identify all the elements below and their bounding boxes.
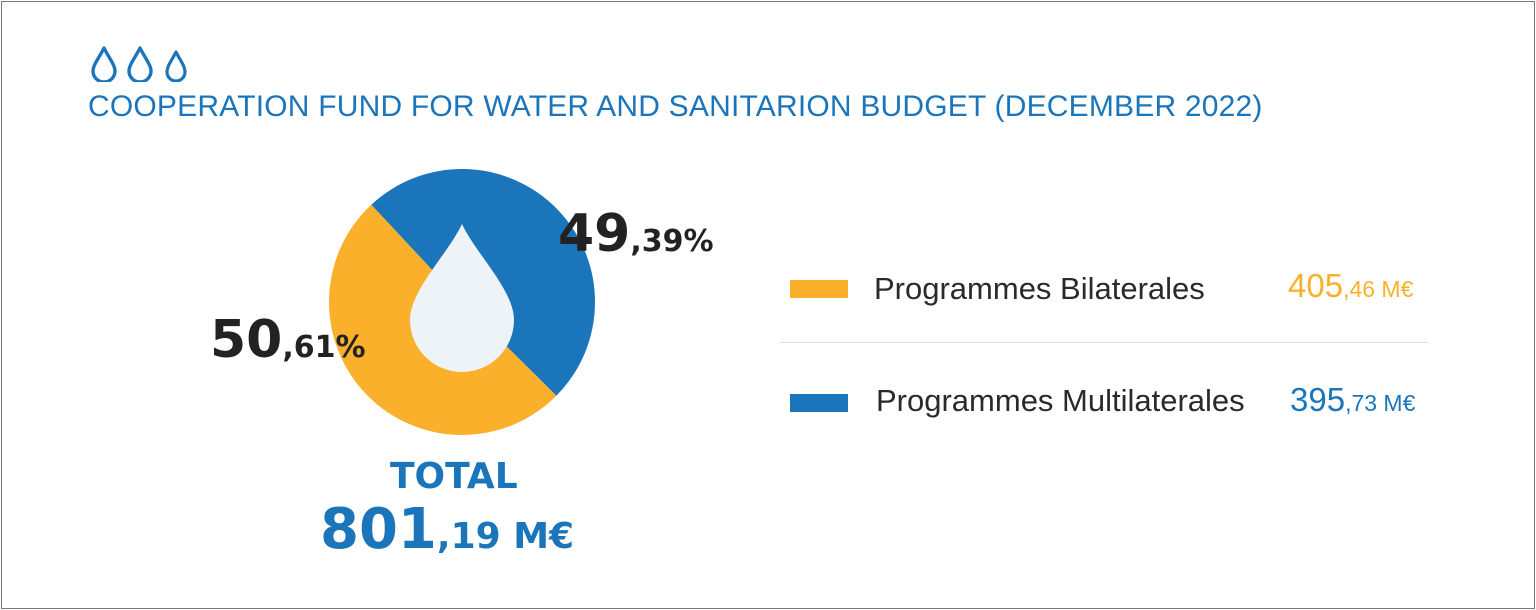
legend-value-int: 395 (1290, 381, 1346, 418)
percent-dec: ,39% (630, 224, 714, 259)
legend-divider (780, 342, 1428, 343)
chart-title: COOPERATION FUND FOR WATER AND SANITARIO… (88, 90, 1263, 123)
percent-dec: ,61% (282, 330, 366, 365)
legend-item-multilaterales: Programmes Multilaterales 395,73 M€ (790, 382, 1450, 422)
total-dec: ,19 M€ (436, 516, 575, 557)
percent-label-multilaterales: 49,39% (558, 208, 714, 260)
percent-int: 50 (210, 310, 283, 370)
total-int: 801 (320, 497, 437, 562)
legend-swatch-blue (790, 394, 848, 412)
water-drop-icon (410, 224, 514, 372)
percent-int: 49 (558, 204, 631, 264)
legend-value: 395,73 M€ (1290, 383, 1415, 416)
legend-value: 405,46 M€ (1288, 269, 1413, 302)
legend-value-int: 405 (1288, 267, 1344, 304)
total-value: 801,19 M€ (320, 502, 574, 558)
legend-item-bilaterales: Programmes Bilaterales 405,46 M€ (790, 268, 1450, 308)
pie-chart (329, 168, 596, 435)
total-label: TOTAL (390, 456, 518, 497)
legend-value-dec: ,46 M€ (1343, 276, 1414, 302)
water-drops-icon (91, 46, 187, 82)
percent-label-bilaterales: 50,61% (210, 314, 366, 366)
legend-label: Programmes Bilaterales (874, 271, 1205, 306)
legend-swatch-orange (790, 280, 848, 298)
legend-label: Programmes Multilaterales (876, 383, 1245, 418)
legend-value-dec: ,73 M€ (1345, 390, 1416, 416)
